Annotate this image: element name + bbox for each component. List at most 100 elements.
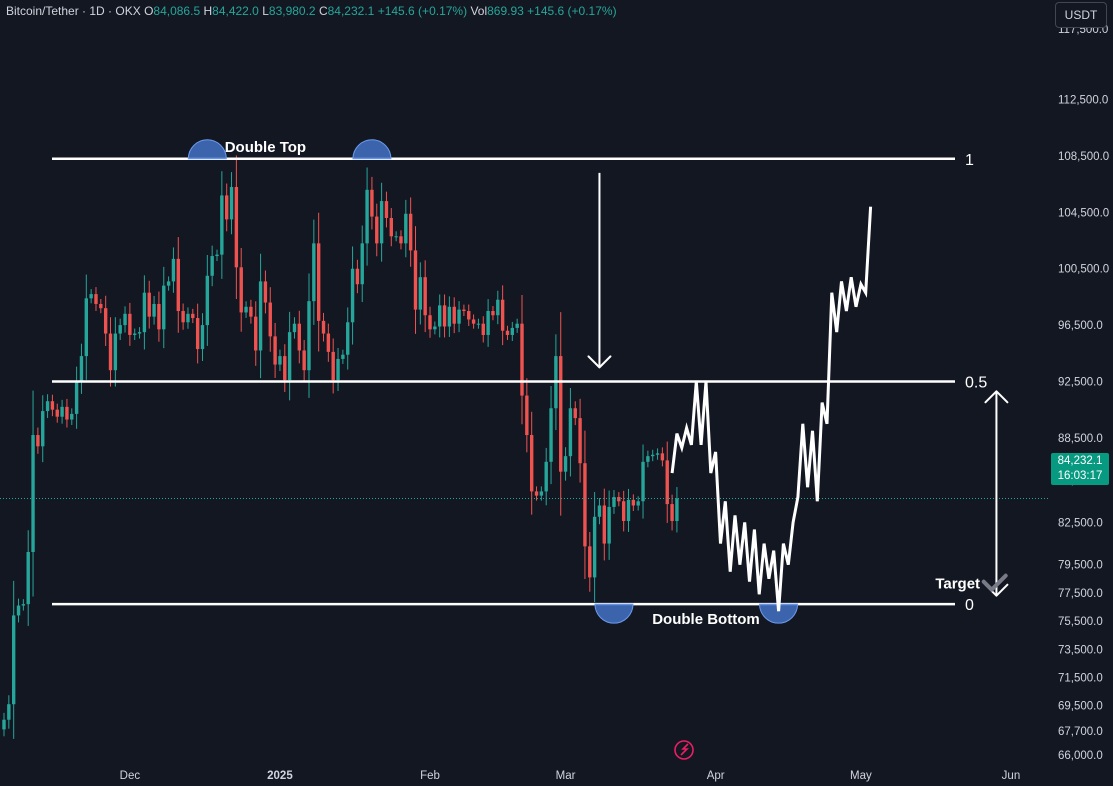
candle [462,304,466,317]
y-tick-label: 112,500.0 [1058,95,1108,107]
candle [496,290,500,325]
candle [510,321,515,341]
low-value: 83,980.2 [268,4,316,18]
pattern-arcs-layer [187,139,799,624]
candle [302,340,306,381]
double-bottom-arc[interactable] [594,603,634,624]
fib-level-label: 0.5 [965,374,987,391]
symbol-title[interactable]: Bitcoin/Tether · 1D · OKX [6,4,141,18]
candle [166,276,171,291]
candle [399,230,403,250]
candle [505,325,510,340]
currency-button[interactable]: USDT [1055,2,1107,28]
candle [113,317,118,387]
y-tick-label: 82,500.0 [1058,517,1103,529]
candle [331,338,335,394]
candle [65,398,69,428]
candle [539,486,544,501]
candle [171,247,176,293]
candle [283,344,287,392]
y-tick-label: 100,500.0 [1058,264,1109,276]
candle [268,287,272,352]
x-tick-label: Feb [420,770,440,782]
x-tick-label: Dec [120,770,141,782]
candle [50,394,55,417]
candle [389,208,393,247]
candle [486,299,490,347]
candle [563,447,568,481]
candle [26,530,30,626]
double-top-arc[interactable] [352,139,392,160]
low-label: L [262,4,269,18]
y-tick-label: 66,000.0 [1058,750,1103,762]
candle [379,182,384,262]
y-tick-label: 67,700.0 [1058,726,1103,738]
measure-arrow[interactable] [587,172,612,369]
candle [297,310,302,364]
projection-layer [670,206,873,612]
annotation-label[interactable]: Double Top [225,139,306,156]
candle [60,399,64,424]
candle [651,449,655,462]
candle [118,318,122,341]
open-value: 84,086.5 [153,4,201,18]
volume-label: Vol [470,4,488,18]
annotation-label[interactable]: Double Bottom [652,611,759,628]
candle [665,441,669,523]
x-tick-label: Mar [556,770,576,782]
candle [346,307,350,370]
candle [94,287,98,311]
candle [515,318,519,333]
y-tick-label: 79,500.0 [1058,560,1103,572]
candle [326,323,331,362]
candle [220,171,224,279]
candle [128,302,132,346]
candle [200,313,205,361]
candle [195,303,200,364]
candle [244,301,248,318]
candle [205,254,210,346]
candle [191,308,195,324]
candle [670,494,674,531]
bar-countdown: 16:03:17 [1057,470,1103,482]
candle [646,450,650,468]
candle [559,312,563,516]
candle [413,226,418,334]
candle [239,248,243,332]
candle [7,695,11,729]
candle [452,297,456,334]
candle [133,328,137,340]
candle [84,274,88,380]
double-bottom-arc[interactable] [759,603,799,624]
close-value: 84,232.1 [327,4,375,18]
checkmark-icon [981,573,1008,592]
candle [520,295,524,425]
candle [621,490,626,532]
candle [500,285,505,346]
candle [481,316,485,343]
candle [675,487,679,533]
time-axis[interactable]: Dec 2025 Feb Mar Apr May Jun [120,770,1021,782]
open-label: O [144,4,154,18]
y-tick-label: 77,500.0 [1058,588,1103,600]
candle [162,266,166,349]
tradingview-logo-icon[interactable] [674,740,694,760]
candles-layer [0,155,1048,739]
y-tick-label: 71,500.0 [1058,672,1103,684]
annotation-label[interactable]: Target [935,576,980,593]
candle [549,385,553,485]
candle [152,295,156,325]
projection-path[interactable] [670,206,873,612]
candle [79,343,84,394]
candle [210,245,214,287]
current-price: 84,232.1 [1057,455,1103,467]
y-tick-label: 75,500.0 [1058,616,1103,628]
candle [631,494,636,511]
candle [626,488,631,532]
y-tick-label: 88,500.0 [1058,433,1103,445]
x-tick-label: 2025 [267,770,293,782]
candle [660,447,665,467]
candle [641,444,645,519]
double-top-arc[interactable] [187,139,227,160]
